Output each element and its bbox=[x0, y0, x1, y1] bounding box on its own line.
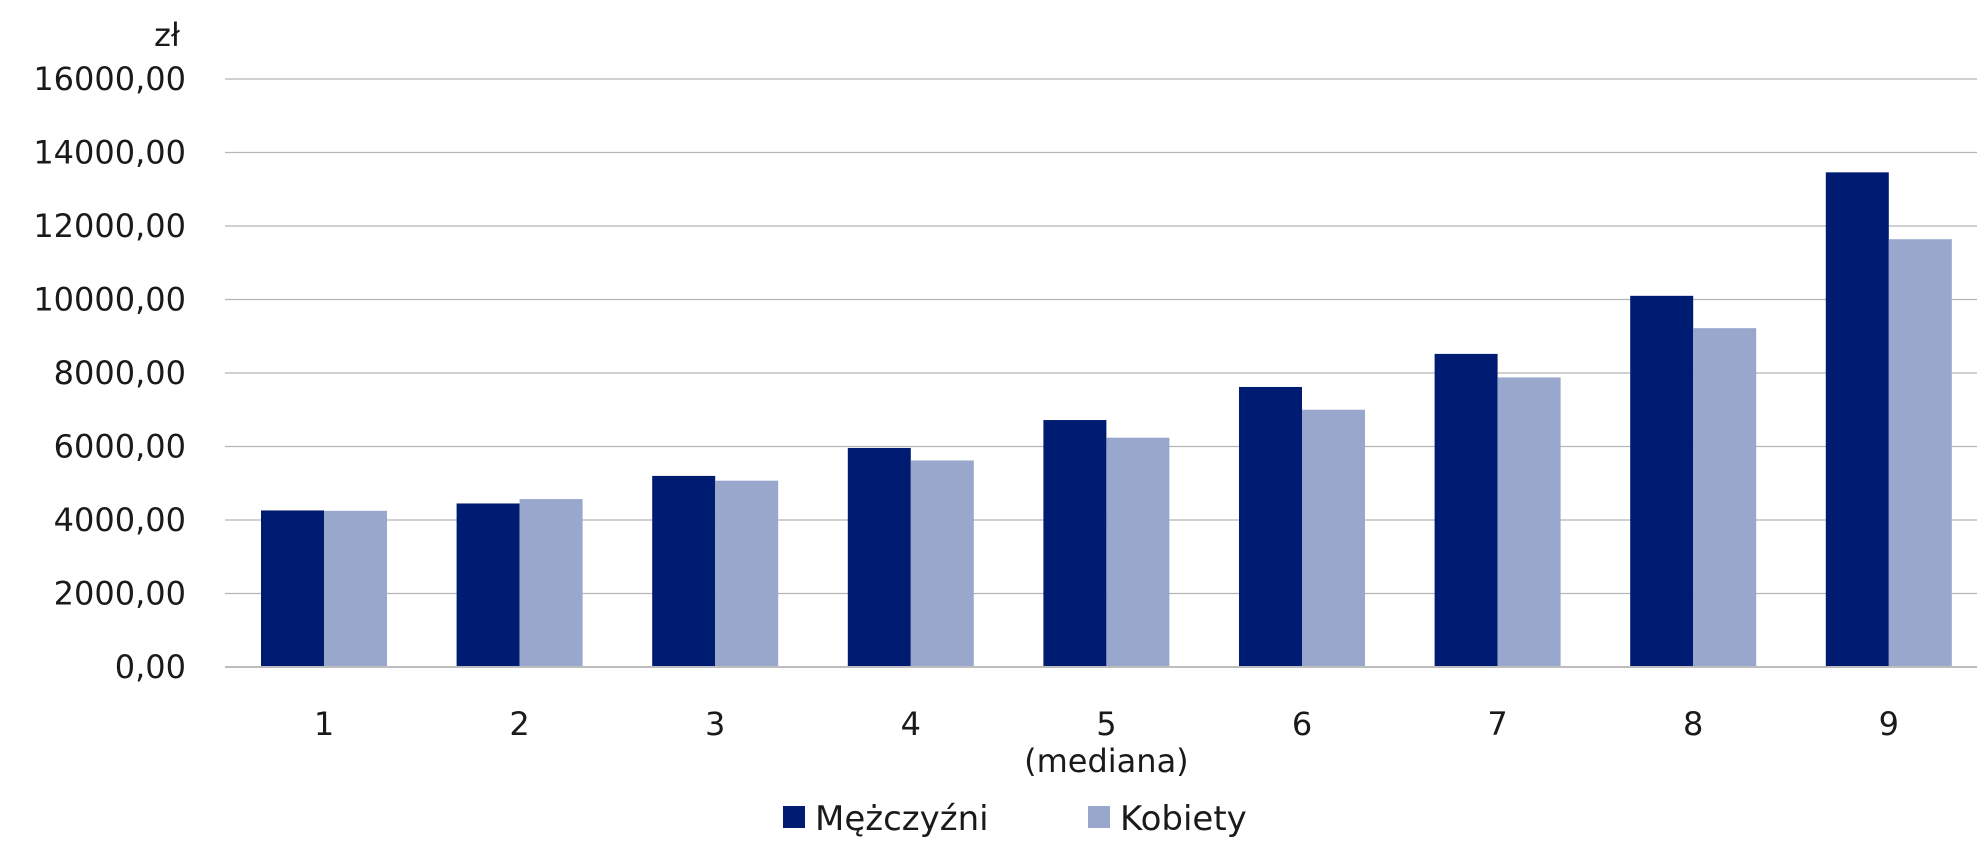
bar-kobiety-6 bbox=[1302, 409, 1365, 667]
bar-mezczyzni-8 bbox=[1630, 295, 1694, 667]
bar-mezczyzni-7 bbox=[1434, 353, 1498, 667]
bar-mezczyzni-1 bbox=[261, 510, 324, 667]
bar-mezczyzni-2 bbox=[456, 503, 520, 667]
bars bbox=[261, 172, 1952, 668]
bar-kobiety-8 bbox=[1693, 328, 1757, 667]
x-tick-label: 6 bbox=[1292, 705, 1312, 743]
y-tick-label: 12000,00 bbox=[33, 207, 186, 245]
bar-mezczyzni-3 bbox=[652, 475, 716, 667]
x-tick-label: 7 bbox=[1487, 705, 1507, 743]
x-tick-label: 2 bbox=[509, 705, 529, 743]
legend: Mężczyźni Kobiety bbox=[783, 799, 1247, 839]
x-axis-ticks: 1 2 3 4 5(mediana) 6 7 8 9 bbox=[314, 705, 1899, 780]
y-tick-label: 6000,00 bbox=[54, 428, 186, 466]
bar-kobiety-1 bbox=[324, 510, 387, 667]
bar-mezczyzni-6 bbox=[1239, 386, 1302, 667]
y-tick-label: 10000,00 bbox=[33, 281, 186, 319]
bar-mezczyzni-5 bbox=[1043, 420, 1107, 667]
y-tick-label: 8000,00 bbox=[54, 354, 186, 392]
bar-kobiety-5 bbox=[1106, 437, 1170, 667]
y-tick-label: 14000,00 bbox=[33, 134, 186, 172]
y-tick-label: 4000,00 bbox=[54, 501, 186, 539]
x-tick-label: 9 bbox=[1879, 705, 1899, 743]
bar-kobiety-7 bbox=[1497, 377, 1561, 667]
legend-swatch-mezczyzni bbox=[783, 806, 805, 828]
y-tick-label: 0,00 bbox=[115, 648, 186, 686]
y-tick-label: 2000,00 bbox=[54, 575, 186, 613]
x-tick-label: 5 bbox=[1096, 705, 1116, 743]
x-tick-label: 8 bbox=[1683, 705, 1703, 743]
legend-swatch-kobiety bbox=[1088, 806, 1110, 828]
bar-kobiety-3 bbox=[715, 480, 779, 667]
x-tick-label: 1 bbox=[314, 705, 334, 743]
legend-label-mezczyzni: Mężczyźni bbox=[815, 799, 989, 839]
legend-label-kobiety: Kobiety bbox=[1120, 799, 1247, 839]
x-tick-sublabel: (mediana) bbox=[1024, 742, 1189, 780]
y-unit-label: zł bbox=[154, 16, 181, 54]
bar-mezczyzni-9 bbox=[1825, 172, 1889, 667]
bar-kobiety-2 bbox=[519, 499, 583, 667]
bar-kobiety-9 bbox=[1888, 239, 1952, 668]
y-axis-ticks: 0,00 2000,00 4000,00 6000,00 8000,00 10000,00… bbox=[33, 60, 186, 686]
bar-kobiety-4 bbox=[910, 460, 974, 667]
x-tick-label: 4 bbox=[901, 705, 921, 743]
x-tick-label: 3 bbox=[705, 705, 725, 743]
bar-mezczyzni-4 bbox=[847, 447, 911, 667]
y-tick-label: 16000,00 bbox=[33, 60, 186, 98]
